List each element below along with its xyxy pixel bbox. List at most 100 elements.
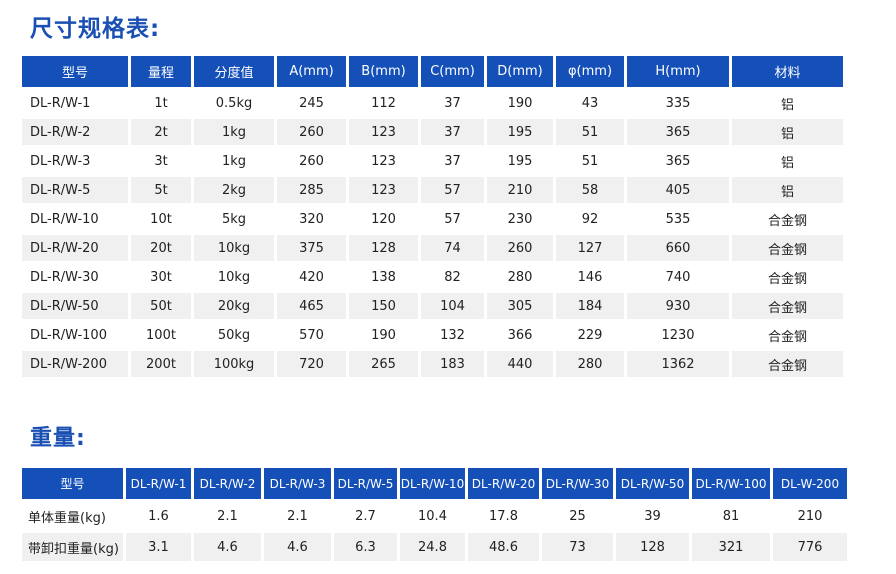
cell-d: 195 [487,148,553,174]
cell-a: 260 [277,119,346,145]
weight-table: 型号 DL-R/W-1 DL-R/W-2 DL-R/W-3 DL-R/W-5 D… [19,465,850,564]
cell-material: 铝 [732,119,843,145]
cell-model: DL-R/W-200 [22,351,128,377]
cell-a: 245 [277,90,346,116]
cell-c: 57 [421,206,484,232]
cell-capacity: 200t [131,351,191,377]
weight-header-col: DL-R/W-50 [616,468,689,499]
cell-c: 74 [421,235,484,261]
weight-header-col: DL-R/W-5 [334,468,397,499]
weight-cell: 81 [692,502,770,530]
cell-model: DL-R/W-3 [22,148,128,174]
cell-d: 440 [487,351,553,377]
cell-model: DL-R/W-5 [22,177,128,203]
cell-d: 230 [487,206,553,232]
weight-header-model: 型号 [22,468,123,499]
weight-cell: 24.8 [400,533,465,561]
weight-cell: 39 [616,502,689,530]
row-label: 带卸扣重量(kg) [22,533,123,561]
weight-cell: 128 [616,533,689,561]
cell-d: 210 [487,177,553,203]
cell-capacity: 1t [131,90,191,116]
cell-d: 305 [487,293,553,319]
cell-c: 37 [421,148,484,174]
weight-cell: 48.6 [468,533,539,561]
cell-phi: 92 [556,206,624,232]
weight-header-col: DL-R/W-20 [468,468,539,499]
cell-division: 10kg [194,264,274,290]
weight-cell: 2.1 [194,502,261,530]
weight-cell: 6.3 [334,533,397,561]
cell-model: DL-R/W-30 [22,264,128,290]
cell-c: 37 [421,119,484,145]
cell-division: 50kg [194,322,274,348]
cell-capacity: 10t [131,206,191,232]
cell-b: 150 [349,293,418,319]
cell-division: 1kg [194,119,274,145]
weight-header-col: DL-R/W-100 [692,468,770,499]
cell-material: 铝 [732,177,843,203]
cell-division: 2kg [194,177,274,203]
cell-division: 10kg [194,235,274,261]
weight-header-row: 型号 DL-R/W-1 DL-R/W-2 DL-R/W-3 DL-R/W-5 D… [22,468,847,499]
cell-model: DL-R/W-20 [22,235,128,261]
cell-material: 铝 [732,90,843,116]
cell-h: 930 [627,293,729,319]
header-c: C(mm) [421,56,484,87]
cell-capacity: 100t [131,322,191,348]
spec-table: 型号 量程 分度值 A(mm) B(mm) C(mm) D(mm) φ(mm) … [19,53,846,380]
header-h: H(mm) [627,56,729,87]
cell-d: 190 [487,90,553,116]
cell-h: 405 [627,177,729,203]
weight-cell: 4.6 [264,533,331,561]
cell-b: 112 [349,90,418,116]
weight-header-col: DL-R/W-30 [542,468,613,499]
header-capacity: 量程 [131,56,191,87]
cell-b: 190 [349,322,418,348]
cell-capacity: 5t [131,177,191,203]
cell-model: DL-R/W-1 [22,90,128,116]
cell-h: 1230 [627,322,729,348]
row-label: 单体重量(kg) [22,502,123,530]
cell-phi: 146 [556,264,624,290]
weight-cell: 210 [773,502,847,530]
weight-header-col: DL-R/W-3 [264,468,331,499]
cell-a: 570 [277,322,346,348]
table-row: DL-R/W-50 50t 20kg 465 150 104 305 184 9… [22,293,843,319]
cell-b: 120 [349,206,418,232]
spec-section-title: 尺寸规格表: [30,16,161,42]
cell-d: 366 [487,322,553,348]
header-b: B(mm) [349,56,418,87]
weight-cell: 321 [692,533,770,561]
cell-a: 720 [277,351,346,377]
cell-phi: 229 [556,322,624,348]
table-row: 单体重量(kg) 1.6 2.1 2.1 2.7 10.4 17.8 25 39… [22,502,847,530]
cell-capacity: 20t [131,235,191,261]
table-row: DL-R/W-10 10t 5kg 320 120 57 230 92 535 … [22,206,843,232]
cell-h: 740 [627,264,729,290]
cell-a: 285 [277,177,346,203]
cell-b: 128 [349,235,418,261]
cell-h: 660 [627,235,729,261]
weight-cell: 776 [773,533,847,561]
cell-h: 1362 [627,351,729,377]
cell-division: 1kg [194,148,274,174]
cell-c: 37 [421,90,484,116]
weight-cell: 17.8 [468,502,539,530]
header-model: 型号 [22,56,128,87]
table-row: DL-R/W-20 20t 10kg 375 128 74 260 127 66… [22,235,843,261]
cell-capacity: 2t [131,119,191,145]
table-row: DL-R/W-100 100t 50kg 570 190 132 366 229… [22,322,843,348]
cell-a: 375 [277,235,346,261]
table-row: DL-R/W-200 200t 100kg 720 265 183 440 28… [22,351,843,377]
cell-material: 合金钢 [732,351,843,377]
cell-b: 123 [349,148,418,174]
cell-phi: 58 [556,177,624,203]
cell-model: DL-R/W-10 [22,206,128,232]
cell-material: 合金钢 [732,293,843,319]
cell-b: 138 [349,264,418,290]
cell-phi: 280 [556,351,624,377]
cell-capacity: 30t [131,264,191,290]
weight-cell: 25 [542,502,613,530]
weight-header-col: DL-R/W-1 [126,468,191,499]
